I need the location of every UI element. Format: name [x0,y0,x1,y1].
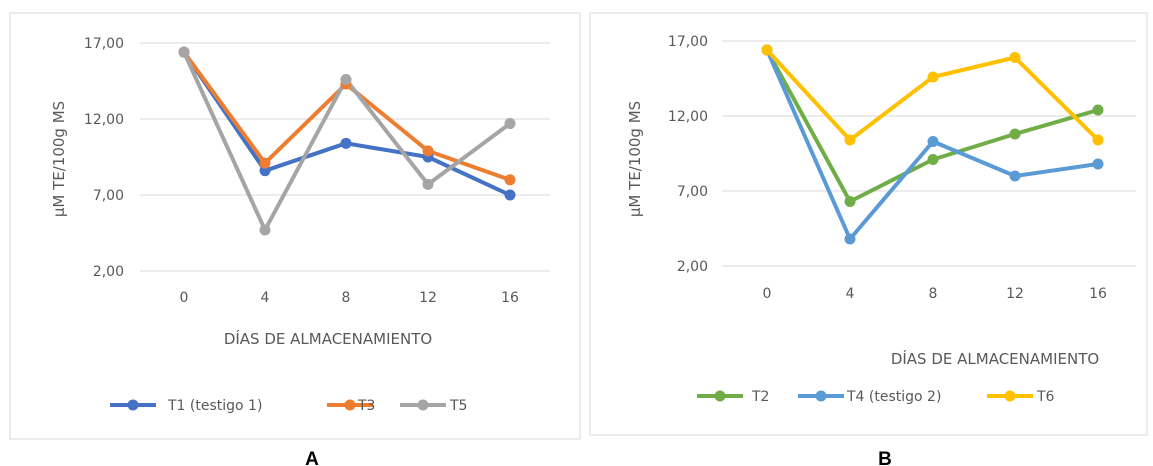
chart-b-y-ticks: 2,00 7,00 12,00 17,00 [668,34,708,275]
chart-b-y-tick-label: 17,00 [668,34,708,50]
chart-a-gridlines [140,42,550,272]
chart-b-x-ticks: 0 4 8 12 16 [763,286,1107,302]
chart-a-legend: T1 (testigo 1) T3 T5 [110,398,467,414]
chart-b-legend-label: T2 [751,389,769,405]
chart-a-series-1-point [504,189,516,201]
chart-a-x-tick-label: 16 [501,290,519,306]
chart-a-y-tick-label: 17,00 [84,36,124,52]
chart-a-y-tick-label: 7,00 [93,188,124,204]
chart-b-series-1-point [927,154,939,165]
chart-b-legend-item: T4 (testigo 2) [798,389,941,405]
chart-a-x-tick-label: 12 [419,290,437,306]
chart-b-series-2-point [1009,170,1021,182]
chart-b-legend-marker [714,390,726,402]
chart-a-legend-marker [344,399,356,411]
chart-b-x-tick-label: 0 [763,286,772,302]
chart-a-x-tick-label: 8 [342,290,351,306]
chart-b-y-tick-label: 12,00 [668,109,708,125]
chart-a-y-ticks: 2,00 7,00 12,00 17,00 [84,36,124,280]
chart-a-series-3-point [504,118,516,130]
chart-a-series-1-point [259,165,271,177]
chart-b-legend-item: T6 [987,389,1055,405]
chart-a-legend-item: T3 [327,398,375,414]
chart-b-x-tick-label: 4 [846,286,855,302]
chart-a-x-tick-label: 4 [261,290,270,306]
chart-a-legend-marker [417,399,429,411]
chart-a-series-3-point [178,46,190,58]
chart-a-legend-label: T1 (testigo 1) [167,398,262,414]
chart-a-series-1-point [340,137,352,149]
chart-a-series-2-point [259,157,271,169]
chart-b-series-3-point [844,134,856,146]
chart-a-series-3-point [340,73,352,85]
chart-a-x-tick-label: 0 [180,290,189,306]
chart-b-panel-label: B [878,449,892,466]
chart-b-series-3-point [1009,52,1021,63]
chart-b-series-2-point [927,136,939,147]
chart-a-panel-label: A [305,449,319,466]
chart-b-gridlines [722,40,1136,267]
chart-b-y-tick-label: 7,00 [677,184,708,200]
chart-b-series-1-point [1009,128,1021,140]
chart-a-x-axis-title: DÍAS DE ALMACENAMIENTO [224,329,432,348]
chart-a-x-ticks: 0 4 8 12 16 [180,290,519,306]
chart-panel-a: 2,00 7,00 12,00 17,00 0 4 8 12 16 µM TE/100g MS… [9,12,581,440]
chart-a-legend-label: T5 [449,398,467,414]
chart-a-legend-label: T3 [357,398,375,414]
chart-b-legend-item: T2 [697,389,769,405]
chart-a-legend-item: T5 [400,398,467,414]
chart-b-series-1-point [1092,104,1104,116]
chart-a-frame [9,12,581,440]
chart-a-series [178,46,516,236]
chart-a-series-3-point [422,178,434,190]
chart-a-y-tick-label: 2,00 [93,264,124,280]
chart-a-legend-marker [127,399,139,411]
chart-b-series-3-point [927,71,939,83]
chart-b-y-tick-label: 2,00 [677,259,708,275]
chart-b-x-tick-label: 16 [1089,286,1107,302]
chart-a-series-2-point [422,145,434,157]
chart-a-legend-item: T1 (testigo 1) [110,398,262,414]
chart-a-y-tick-label: 12,00 [84,112,124,128]
chart-b-legend: T2 T4 (testigo 2) T6 [697,389,1055,405]
chart-b-series-3-point [1092,134,1104,146]
chart-b-legend-marker [815,390,827,402]
chart-b-legend-marker [1004,390,1016,402]
chart-panel-b: 2,00 7,00 12,00 17,00 0 4 8 12 16 µM TE/100g MS… [589,12,1148,436]
chart-b-x-tick-label: 12 [1006,286,1024,302]
chart-b-x-axis-title: DÍAS DE ALMACENAMIENTO [891,349,1099,368]
chart-a-series-3-point [259,224,271,236]
chart-b-series [761,44,1104,245]
chart-a-series-2-point [504,174,516,186]
chart-b-legend-label: T6 [1036,389,1055,405]
chart-b-x-tick-label: 8 [929,286,938,302]
chart-b-series-2-point [1092,158,1104,170]
chart-b-series-3-point [761,44,773,56]
chart-b-y-axis-title: µM TE/100g MS [626,101,644,217]
chart-b-frame [589,12,1148,436]
chart-b-series-1-point [844,196,856,207]
chart-b-legend-label: T4 (testigo 2) [846,389,941,405]
chart-a-y-axis-title: µM TE/100g MS [50,101,68,217]
chart-b-series-2-point [844,233,856,245]
